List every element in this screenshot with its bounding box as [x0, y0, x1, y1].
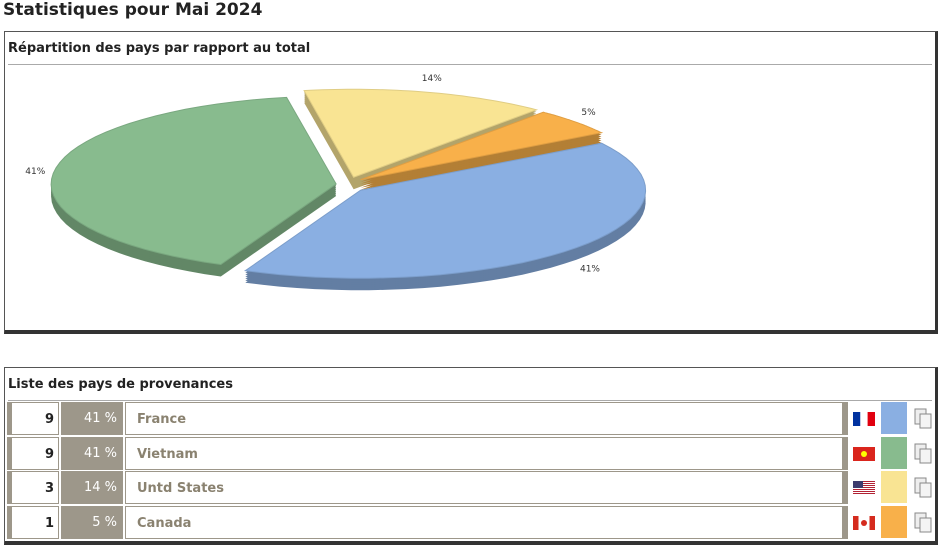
panel-title: Répartition des pays par rapport au tota…	[8, 41, 311, 56]
flag-part	[853, 481, 875, 482]
count-cell: 3	[11, 471, 59, 504]
page-title: Statistiques pour Mai 2024	[3, 0, 263, 20]
row-edge	[843, 436, 848, 470]
table-panel: Liste des pays de provenances 9 41 % Franc…	[4, 367, 938, 545]
country-cell: France	[125, 402, 843, 435]
copy-icon[interactable]	[913, 476, 933, 498]
count-cell: 9	[11, 436, 59, 470]
flag-part	[853, 515, 859, 530]
row-edge	[7, 402, 11, 435]
divider	[8, 64, 932, 65]
pie-chart: 14% 5% 41% 41%	[25, 74, 647, 291]
flag-part	[853, 483, 875, 484]
slice-label: 41%	[580, 264, 600, 274]
percent-cell: 41 %	[61, 402, 123, 435]
flag-part	[853, 489, 875, 490]
flag-part	[853, 491, 875, 492]
color-swatch	[881, 402, 907, 434]
row-edge	[7, 471, 11, 504]
flag	[853, 515, 875, 530]
slice	[50, 96, 337, 266]
flag	[853, 481, 875, 494]
flag-part	[869, 515, 875, 530]
slice	[303, 88, 539, 178]
percent-cell: 41 %	[61, 436, 123, 470]
row-edge	[7, 436, 11, 470]
icon-part	[919, 517, 932, 532]
flag-part	[853, 412, 861, 426]
country-cell: Canada	[125, 505, 843, 539]
color-swatch	[881, 471, 907, 503]
copy-icon[interactable]	[913, 442, 933, 464]
table-row: 9 41 % France	[7, 402, 933, 435]
icon-part	[919, 413, 932, 429]
row-edge	[843, 402, 848, 435]
row-edge	[843, 471, 848, 504]
copy-icon[interactable]	[913, 511, 933, 533]
row-edge	[843, 505, 848, 539]
flag-part	[861, 519, 867, 526]
icon-part	[919, 482, 932, 498]
icon-part	[919, 448, 932, 463]
flag-part	[853, 485, 875, 486]
slice-label: 41%	[25, 167, 45, 177]
row-edge	[7, 505, 11, 539]
chart-panel: Répartition des pays par rapport au tota…	[4, 31, 938, 334]
count-cell: 1	[11, 505, 59, 539]
flag-part	[853, 481, 863, 488]
flag	[853, 446, 875, 461]
count-cell: 9	[11, 402, 59, 435]
flag-part	[860, 412, 868, 426]
slice-label: 5%	[581, 108, 596, 118]
panel-title: Liste des pays de provenances	[8, 377, 233, 392]
percent-cell: 5 %	[61, 505, 123, 539]
country-cell: Vietnam	[125, 436, 843, 470]
divider	[8, 400, 932, 401]
table-row: 3 14 % Untd States	[7, 471, 933, 504]
flag-part	[861, 450, 867, 457]
table-row: 9 41 % Vietnam	[7, 436, 933, 470]
flag-part	[867, 412, 875, 426]
slice	[243, 142, 647, 279]
flag-part	[853, 493, 875, 494]
color-swatch	[881, 436, 907, 469]
slice-label: 14%	[422, 74, 442, 84]
slice	[360, 111, 604, 181]
copy-icon[interactable]	[913, 407, 933, 429]
percent-cell: 14 %	[61, 471, 123, 504]
country-cell: Untd States	[125, 471, 843, 504]
flag-part	[853, 487, 875, 488]
color-swatch	[881, 505, 907, 538]
flag	[853, 412, 875, 426]
